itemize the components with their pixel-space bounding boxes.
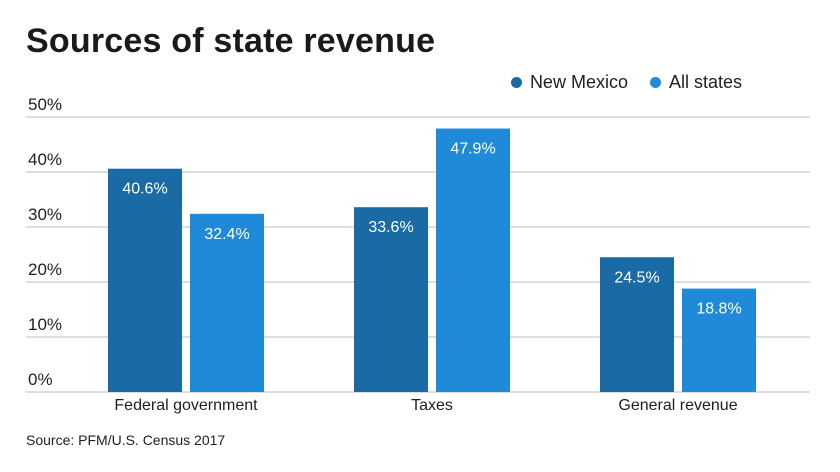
y-tick-label: 50% [28, 95, 62, 114]
legend-marker-new-mexico [510, 77, 522, 88]
chart-title: Sources of state revenue [26, 22, 436, 60]
legend-marker-all-states [649, 77, 661, 88]
data-label: 18.8% [696, 301, 741, 318]
legend-item-all-states: All states [649, 72, 742, 93]
bar [436, 128, 510, 393]
bar [682, 288, 756, 392]
y-tick-label: 20% [28, 260, 62, 279]
bar [354, 207, 428, 392]
y-tick-label: 0% [28, 370, 53, 389]
legend-label-all-states: All states [668, 72, 742, 92]
bar [108, 168, 182, 392]
legend: New Mexico All states [510, 72, 742, 93]
x-tick-label: Federal government [114, 397, 258, 414]
data-label: 40.6% [122, 181, 167, 198]
source-note: Source: PFM/U.S. Census 2017 [26, 432, 226, 448]
y-tick-label: 40% [28, 150, 62, 169]
data-label: 47.9% [450, 141, 495, 158]
bar [190, 213, 264, 392]
legend-item-new-mexico: New Mexico [510, 72, 628, 93]
y-tick-label: 30% [28, 205, 62, 224]
data-label: 24.5% [614, 269, 659, 286]
x-tick-label: Taxes [411, 397, 453, 414]
legend-label-new-mexico: New Mexico [529, 72, 628, 92]
data-label: 33.6% [368, 219, 413, 236]
bar [600, 257, 674, 392]
x-tick-label: General revenue [618, 397, 737, 414]
y-tick-label: 10% [28, 315, 62, 334]
data-label: 32.4% [204, 226, 249, 243]
